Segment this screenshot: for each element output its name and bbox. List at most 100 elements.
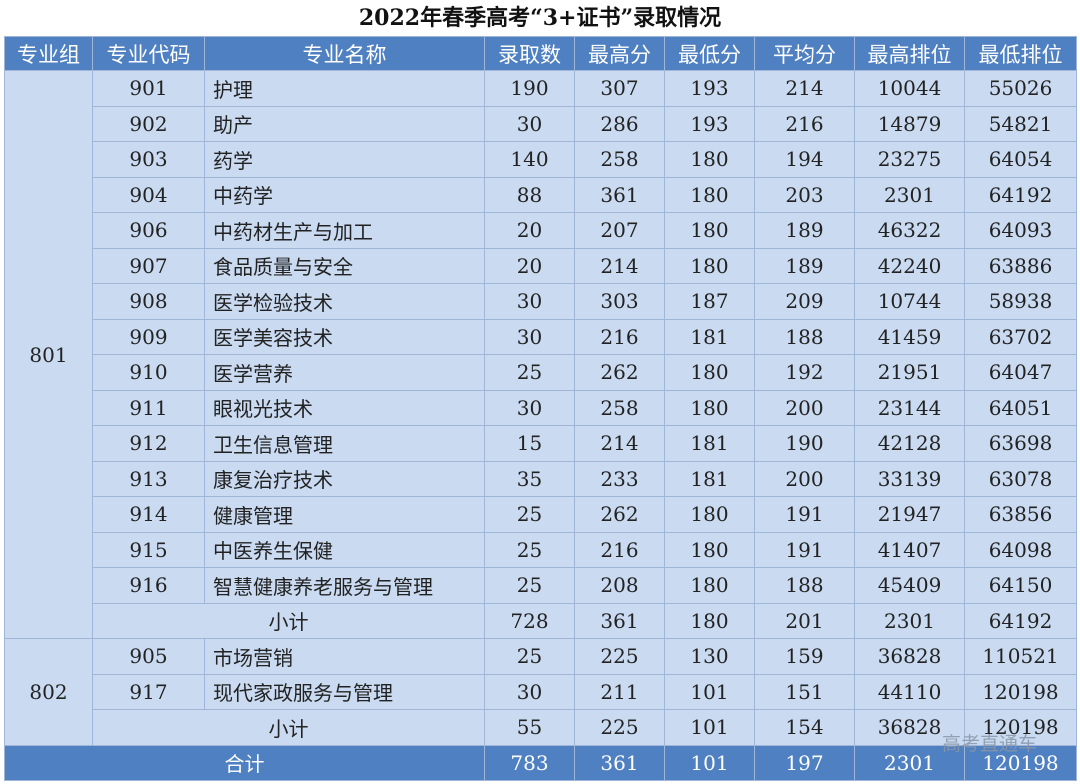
- header-count: 录取数: [484, 36, 575, 71]
- name-cell: 食品质量与安全: [204, 247, 485, 284]
- max-cell: 211: [574, 673, 665, 710]
- rank-high-cell: 33139: [854, 460, 965, 497]
- min-cell: 180: [664, 531, 755, 568]
- count-cell: 30: [484, 673, 575, 710]
- avg-cell: 192: [754, 354, 855, 391]
- count-cell: 30: [484, 318, 575, 355]
- count-cell: 25: [484, 638, 575, 675]
- name-cell: 医学检验技术: [204, 283, 485, 320]
- min-cell: 181: [664, 318, 755, 355]
- min-cell: 180: [664, 567, 755, 604]
- rank-high-cell: 36828: [854, 638, 965, 675]
- count-cell: 30: [484, 283, 575, 320]
- avg-cell: 200: [754, 389, 855, 426]
- rank-low-cell: 64093: [964, 212, 1077, 249]
- count-cell: 190: [484, 70, 575, 107]
- rank-high-cell: 41407: [854, 531, 965, 568]
- subtotal-max: 361: [574, 602, 665, 639]
- avg-cell: 159: [754, 638, 855, 675]
- code-cell: 913: [92, 460, 205, 497]
- max-cell: 258: [574, 389, 665, 426]
- table-row: 903 药学 140 258 180 194 23275 64054: [5, 141, 1077, 178]
- group-cell: 801: [4, 70, 93, 639]
- name-cell: 药学: [204, 141, 485, 178]
- max-cell: 361: [574, 176, 665, 213]
- min-cell: 130: [664, 638, 755, 675]
- count-cell: 35: [484, 460, 575, 497]
- rank-high-cell: 42240: [854, 247, 965, 284]
- rank-high-cell: 45409: [854, 567, 965, 604]
- table-row: 916 智慧健康养老服务与管理 25 208 180 188 45409 64150: [5, 567, 1077, 604]
- subtotal-avg: 154: [754, 709, 855, 746]
- rank-high-cell: 21947: [854, 496, 965, 533]
- rank-low-cell: 64051: [964, 389, 1077, 426]
- avg-cell: 151: [754, 673, 855, 710]
- table-row: 907 食品质量与安全 20 214 180 189 42240 63886: [5, 247, 1077, 284]
- table-row: 914 健康管理 25 262 180 191 21947 63856: [5, 496, 1077, 533]
- count-cell: 88: [484, 176, 575, 213]
- table-row: 801 901 护理 190 307 193 214 10044 55026: [4, 70, 1077, 639]
- max-cell: 286: [574, 105, 665, 142]
- count-cell: 15: [484, 425, 575, 462]
- min-cell: 180: [664, 496, 755, 533]
- count-cell: 20: [484, 212, 575, 249]
- max-cell: 216: [574, 318, 665, 355]
- min-cell: 180: [664, 389, 755, 426]
- max-cell: 262: [574, 354, 665, 391]
- count-cell: 25: [484, 496, 575, 533]
- count-cell: 30: [484, 389, 575, 426]
- subtotal-rank-low: 120198: [964, 709, 1077, 746]
- code-cell: 911: [92, 389, 205, 426]
- subtotal-row: 小计 55 225 101 154 36828 120198: [5, 709, 1077, 746]
- min-cell: 181: [664, 460, 755, 497]
- header-name: 专业名称: [204, 36, 485, 71]
- name-cell: 现代家政服务与管理: [204, 673, 485, 710]
- code-cell: 912: [92, 425, 205, 462]
- rank-low-cell: 63078: [964, 460, 1077, 497]
- code-cell: 907: [92, 247, 205, 284]
- name-cell: 助产: [204, 105, 485, 142]
- count-cell: 20: [484, 247, 575, 284]
- min-cell: 181: [664, 425, 755, 462]
- total-min: 101: [664, 744, 755, 781]
- subtotal-label: 小计: [92, 709, 485, 746]
- rank-high-cell: 21951: [854, 354, 965, 391]
- group-cell: 802: [4, 638, 93, 746]
- max-cell: 307: [574, 70, 665, 107]
- rank-low-cell: 54821: [964, 105, 1077, 142]
- admission-table: 专业组 专业代码 专业名称 录取数 最高分 最低分 平均分 最高排位 最低排位 …: [4, 36, 1077, 781]
- table-row: 909 医学美容技术 30 216 181 188 41459 63702: [5, 318, 1077, 355]
- count-cell: 25: [484, 567, 575, 604]
- header-avg: 平均分: [754, 36, 855, 71]
- total-max: 361: [574, 744, 665, 781]
- max-cell: 262: [574, 496, 665, 533]
- header-group: 专业组: [4, 36, 93, 71]
- watermark: 高考直通车: [942, 733, 1038, 755]
- avg-cell: 191: [754, 531, 855, 568]
- name-cell: 市场营销: [204, 638, 485, 675]
- name-cell: 中药学: [204, 176, 485, 213]
- code-cell: 908: [92, 283, 205, 320]
- code-cell: 903: [92, 141, 205, 178]
- min-cell: 180: [664, 176, 755, 213]
- min-cell: 101: [664, 673, 755, 710]
- total-row: 合计 783 361 101 197 2301 120198: [4, 744, 1077, 781]
- rank-low-cell: 120198: [964, 673, 1077, 710]
- name-cell: 中医养生保健: [204, 531, 485, 568]
- subtotal-max: 225: [574, 709, 665, 746]
- rank-high-cell: 44110: [854, 673, 965, 710]
- count-cell: 25: [484, 354, 575, 391]
- name-cell: 健康管理: [204, 496, 485, 533]
- table-row: 904 中药学 88 361 180 203 2301 64192: [5, 176, 1077, 213]
- code-cell: 917: [92, 673, 205, 710]
- max-cell: 214: [574, 247, 665, 284]
- total-rank-high: 2301: [854, 744, 965, 781]
- total-rank-low: 120198: [964, 744, 1077, 781]
- rank-low-cell: 64150: [964, 567, 1077, 604]
- code-cell: 902: [92, 105, 205, 142]
- count-cell: 30: [484, 105, 575, 142]
- header-rank-low: 最低排位: [964, 36, 1077, 71]
- min-cell: 180: [664, 141, 755, 178]
- table-row: 802 905 市场营销 25 225 130 159 36828 110521: [4, 638, 1077, 746]
- avg-cell: 189: [754, 212, 855, 249]
